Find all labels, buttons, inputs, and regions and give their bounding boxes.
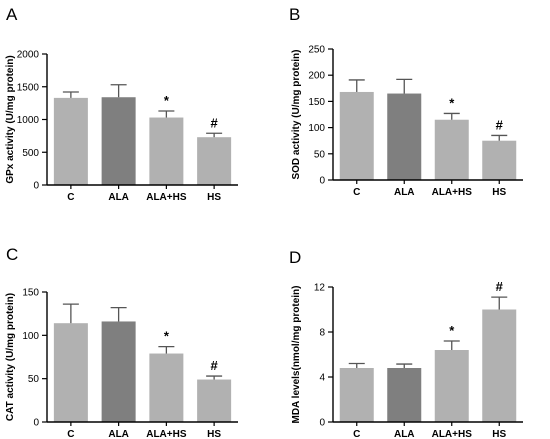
panel-b: B C ALA * ALA+HS # HS 0 50 100 150 200 250 SOD activ… — [289, 5, 523, 198]
category-label: ALA — [108, 192, 129, 203]
y-tick-label: 100 — [22, 331, 39, 342]
category-label: HS — [492, 429, 506, 439]
y-tick-label: 500 — [22, 148, 39, 159]
category-label: ALA+HS — [146, 429, 187, 439]
category-label: ALA — [108, 429, 129, 439]
significance-mark: # — [211, 115, 219, 130]
category-label: HS — [207, 192, 221, 203]
y-tick-label: 50 — [314, 149, 326, 160]
y-tick-label: 8 — [319, 328, 325, 339]
bar-ala-hs — [434, 350, 469, 422]
panel-letter: D — [289, 248, 301, 267]
significance-mark: * — [164, 329, 170, 344]
category-label: HS — [207, 429, 221, 439]
y-tick-label: 0 — [33, 418, 39, 429]
bar-ala-hs — [149, 117, 184, 185]
y-tick-label: 150 — [308, 97, 325, 108]
panel-letter: B — [289, 5, 300, 24]
significance-mark: * — [164, 93, 170, 108]
y-axis-title: SOD activity (U/mg protein) — [291, 49, 302, 179]
y-tick-label: 0 — [319, 176, 325, 187]
y-tick-label: 50 — [28, 374, 40, 385]
bar-ala — [387, 368, 422, 422]
category-label: ALA+HS — [146, 192, 187, 203]
significance-mark: * — [449, 323, 455, 338]
y-tick-label: 1000 — [17, 115, 40, 126]
bar-ala-hs — [149, 353, 184, 422]
category-label: ALA+HS — [432, 187, 473, 198]
category-label: ALA — [394, 429, 415, 439]
significance-mark: # — [496, 117, 504, 132]
bar-hs — [197, 379, 232, 422]
panel-d: D C ALA * ALA+HS # HS 0 4 8 12 MDA levels(nmol/mg … — [289, 248, 523, 439]
panel-c: C C ALA * ALA+HS # HS 0 50 100 150 CAT activity (U… — [5, 245, 238, 439]
y-tick-label: 200 — [308, 71, 325, 82]
panel-letter: A — [6, 5, 18, 24]
category-label: HS — [492, 187, 506, 198]
bar-c — [53, 97, 88, 185]
y-tick-label: 0 — [33, 181, 39, 192]
y-tick-label: 100 — [308, 123, 325, 134]
y-tick-label: 1500 — [17, 82, 40, 93]
y-axis-title: CAT activity (U/mg protein) — [5, 293, 16, 421]
category-label: C — [353, 187, 360, 198]
bar-hs — [197, 137, 232, 185]
bar-ala-hs — [434, 119, 469, 180]
category-label: ALA — [394, 187, 415, 198]
bar-ala — [101, 321, 136, 422]
y-tick-label: 2000 — [17, 50, 40, 61]
bar-c — [339, 368, 374, 422]
bar-c — [339, 91, 374, 180]
bar-hs — [482, 140, 517, 180]
y-tick-label: 4 — [319, 373, 325, 384]
y-tick-label: 150 — [22, 288, 39, 299]
bar-ala — [101, 97, 136, 185]
panel-letter: C — [6, 245, 18, 264]
bar-hs — [482, 309, 517, 422]
y-tick-label: 12 — [314, 283, 326, 294]
bar-ala — [387, 93, 422, 180]
category-label: C — [67, 429, 74, 439]
significance-mark: # — [496, 279, 504, 294]
category-label: C — [353, 429, 360, 439]
category-label: ALA+HS — [432, 429, 473, 439]
bar-c — [53, 323, 88, 422]
significance-mark: # — [211, 358, 219, 373]
category-label: C — [67, 192, 74, 203]
y-tick-label: 250 — [308, 45, 325, 56]
y-axis-title: GPx activity (U/mg protein) — [5, 55, 16, 183]
y-tick-label: 0 — [319, 418, 325, 429]
y-axis-title: MDA levels(nmol/mg protein) — [291, 286, 302, 424]
significance-mark: * — [449, 95, 455, 110]
